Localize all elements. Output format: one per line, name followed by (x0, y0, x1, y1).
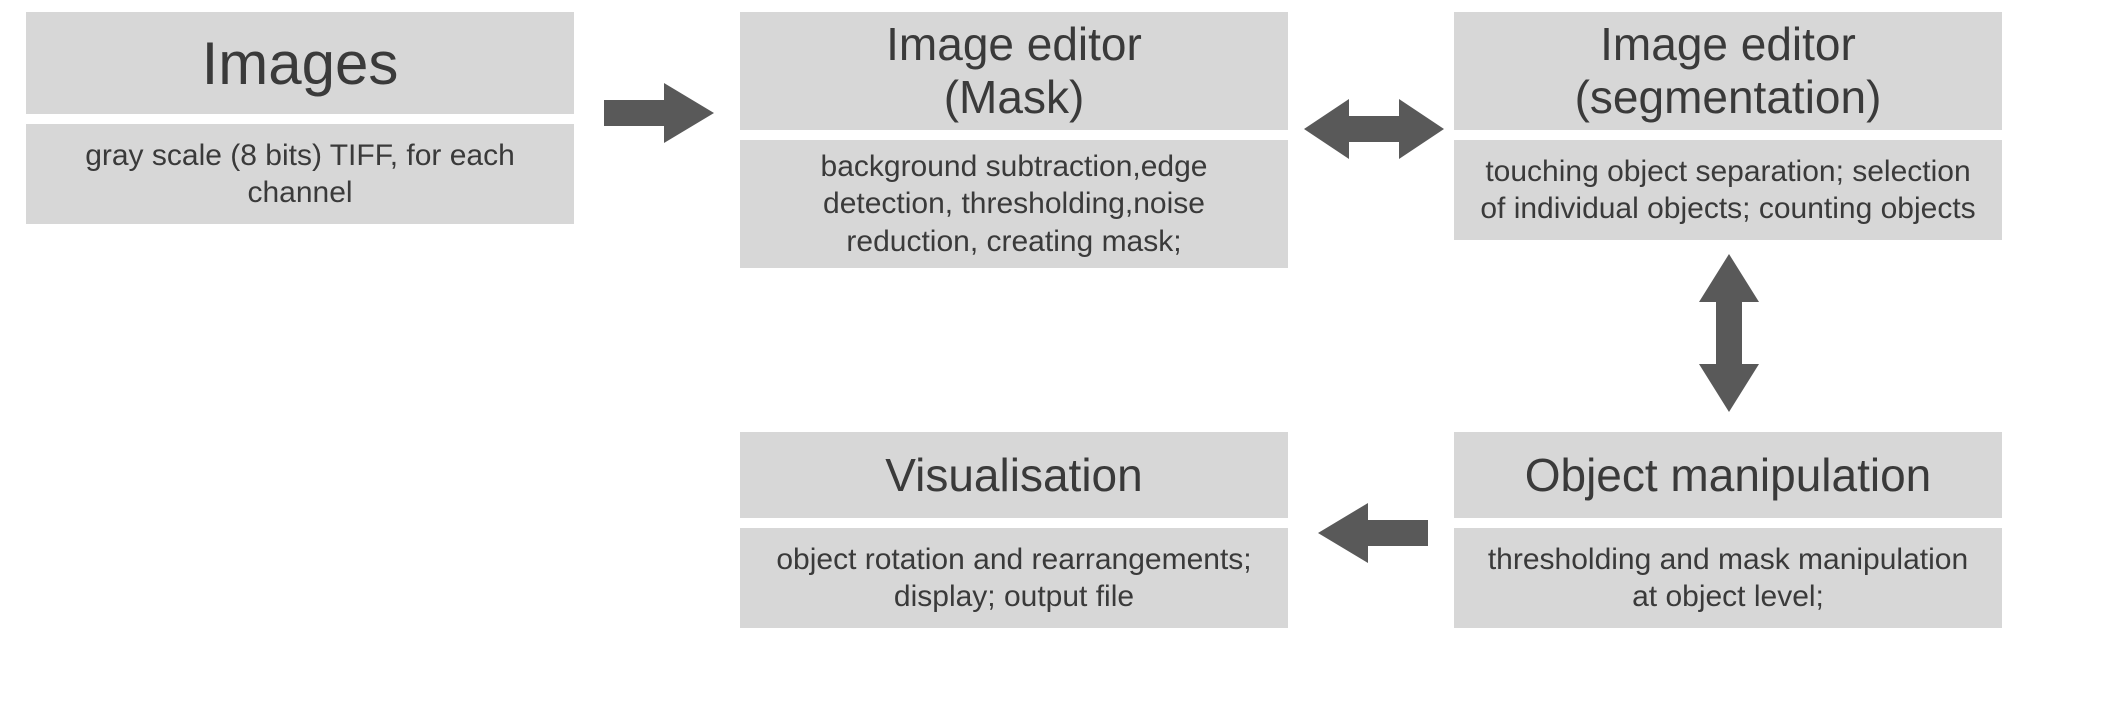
node-object-manipulation-title: Object manipulation (1525, 449, 1932, 502)
node-gap (740, 518, 1288, 528)
node-visualisation-body: object rotation and rearrangements; disp… (740, 528, 1288, 628)
node-visualisation-title: Visualisation (885, 449, 1142, 502)
node-mask-body: background subtraction,edge detection, t… (740, 140, 1288, 268)
node-visualisation: Visualisation object rotation and rearra… (740, 432, 1288, 628)
node-mask-title: Image editor (Mask) (886, 18, 1142, 124)
arrow-right-icon (604, 78, 714, 148)
arrow-bidirectional-horizontal-icon (1304, 94, 1444, 164)
node-mask-header: Image editor (Mask) (740, 12, 1288, 130)
node-visualisation-header: Visualisation (740, 432, 1288, 518)
node-images-header: Images (26, 12, 574, 114)
node-segmentation-header: Image editor (segmentation) (1454, 12, 2002, 130)
node-mask-desc: background subtraction,edge detection, t… (762, 148, 1266, 261)
node-segmentation-body: touching object separation; selection of… (1454, 140, 2002, 240)
node-gap (1454, 130, 2002, 140)
node-segmentation: Image editor (segmentation) touching obj… (1454, 12, 2002, 240)
node-gap (740, 130, 1288, 140)
node-mask: Image editor (Mask) background subtracti… (740, 12, 1288, 268)
node-gap (26, 114, 574, 124)
node-object-manipulation: Object manipulation thresholding and mas… (1454, 432, 2002, 628)
node-gap (1454, 518, 2002, 528)
node-segmentation-title: Image editor (segmentation) (1575, 18, 1882, 124)
arrow-bidirectional-vertical-icon (1694, 254, 1764, 412)
node-visualisation-desc: object rotation and rearrangements; disp… (762, 541, 1266, 616)
node-object-manipulation-desc: thresholding and mask manipulation at ob… (1476, 541, 1980, 616)
arrow-left-icon (1318, 498, 1428, 568)
node-images-desc: gray scale (8 bits) TIFF, for each chann… (48, 137, 552, 212)
node-segmentation-desc: touching object separation; selection of… (1476, 153, 1980, 228)
node-object-manipulation-body: thresholding and mask manipulation at ob… (1454, 528, 2002, 628)
node-images-body: gray scale (8 bits) TIFF, for each chann… (26, 124, 574, 224)
node-object-manipulation-header: Object manipulation (1454, 432, 2002, 518)
node-images-title: Images (202, 29, 399, 98)
node-images: Images gray scale (8 bits) TIFF, for eac… (26, 12, 574, 224)
